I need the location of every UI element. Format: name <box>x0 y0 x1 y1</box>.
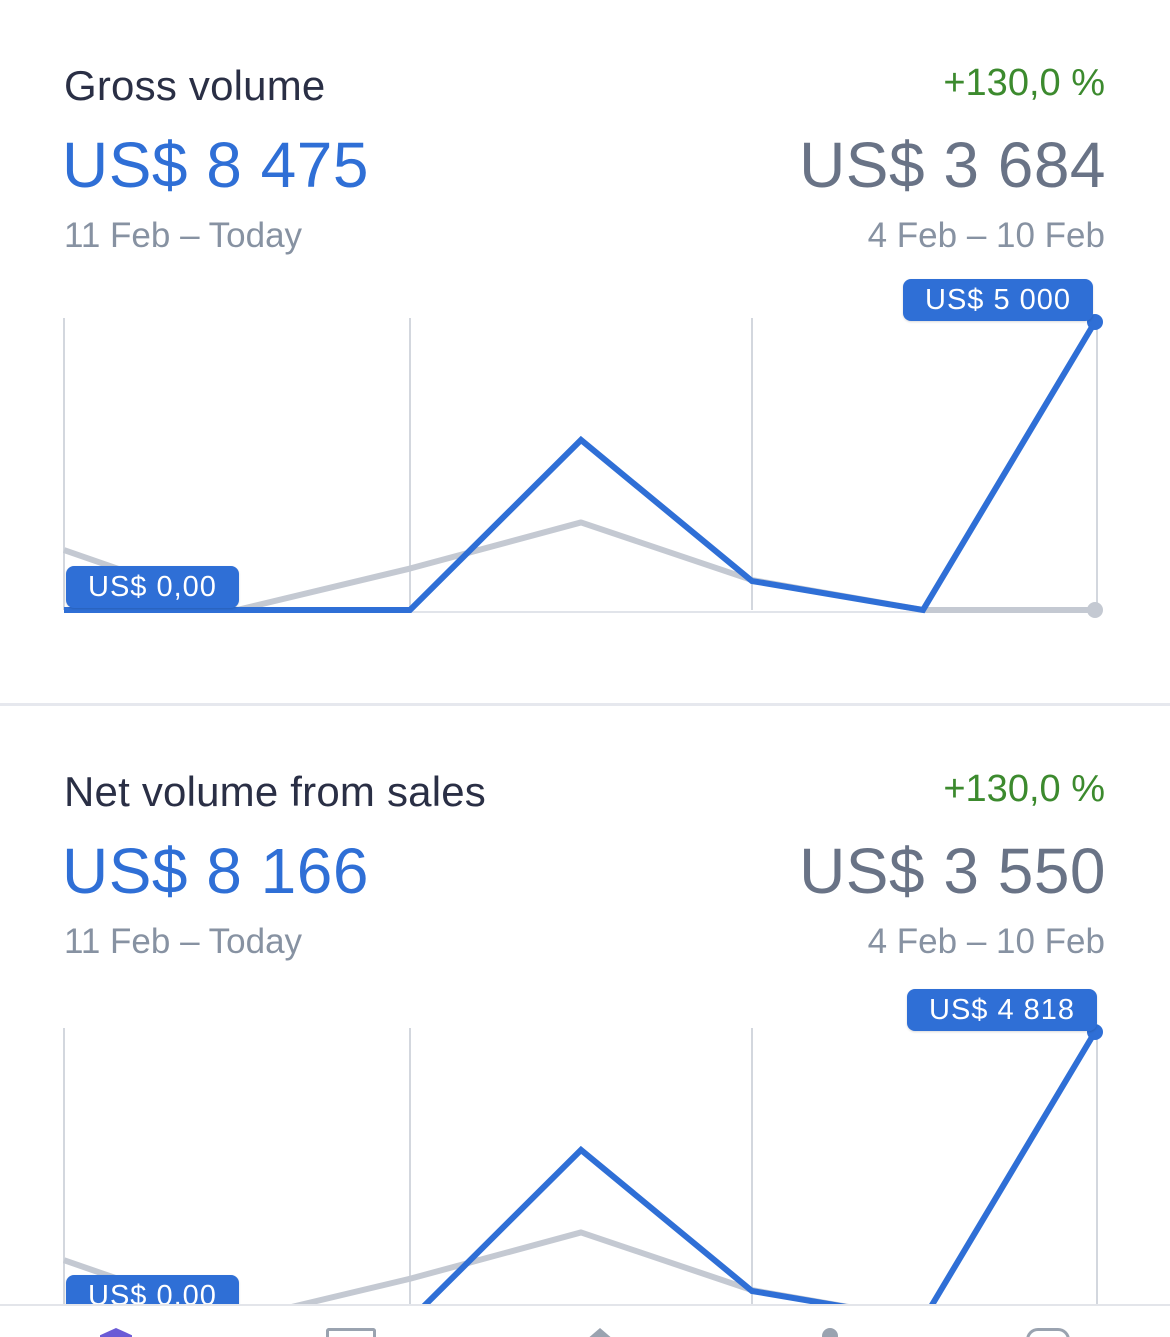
current-value: US$ 8 166 <box>62 835 369 907</box>
current-value: US$ 8 475 <box>62 129 369 201</box>
max-value-badge: US$ 4 818 <box>907 989 1098 1031</box>
change-percent: +130,0 % <box>943 62 1105 104</box>
customers-icon[interactable] <box>822 1328 838 1337</box>
balances-icon[interactable] <box>586 1328 614 1337</box>
previous-series-endpoint <box>1087 602 1103 618</box>
previous-range: 4 Feb – 10 Feb <box>867 216 1105 255</box>
card-title: Net volume from sales <box>64 768 487 815</box>
min-value-badge: US$ 0,00 <box>66 566 239 608</box>
current-period-series <box>64 320 1098 614</box>
bottom-tab-bar <box>0 1304 1170 1337</box>
change-percent: +130,0 % <box>943 768 1105 810</box>
gross-volume-card[interactable]: Gross volume +130,0 % US$ 8 475 US$ 3 68… <box>0 0 1170 704</box>
current-range: 11 Feb – Today <box>64 922 303 961</box>
home-icon[interactable] <box>100 1328 132 1337</box>
more-icon[interactable] <box>1026 1328 1070 1337</box>
gross-volume-chart[interactable] <box>0 0 1170 704</box>
payments-icon[interactable] <box>326 1328 376 1337</box>
previous-value: US$ 3 684 <box>799 129 1106 201</box>
card-divider <box>0 703 1170 706</box>
max-value-badge: US$ 5 000 <box>903 279 1094 321</box>
previous-value: US$ 3 550 <box>799 835 1106 907</box>
current-range: 11 Feb – Today <box>64 216 303 255</box>
net-volume-card[interactable]: Net volume from sales +130,0 % US$ 8 166… <box>0 706 1170 1337</box>
card-title: Gross volume <box>64 62 326 109</box>
previous-range: 4 Feb – 10 Feb <box>867 922 1105 961</box>
